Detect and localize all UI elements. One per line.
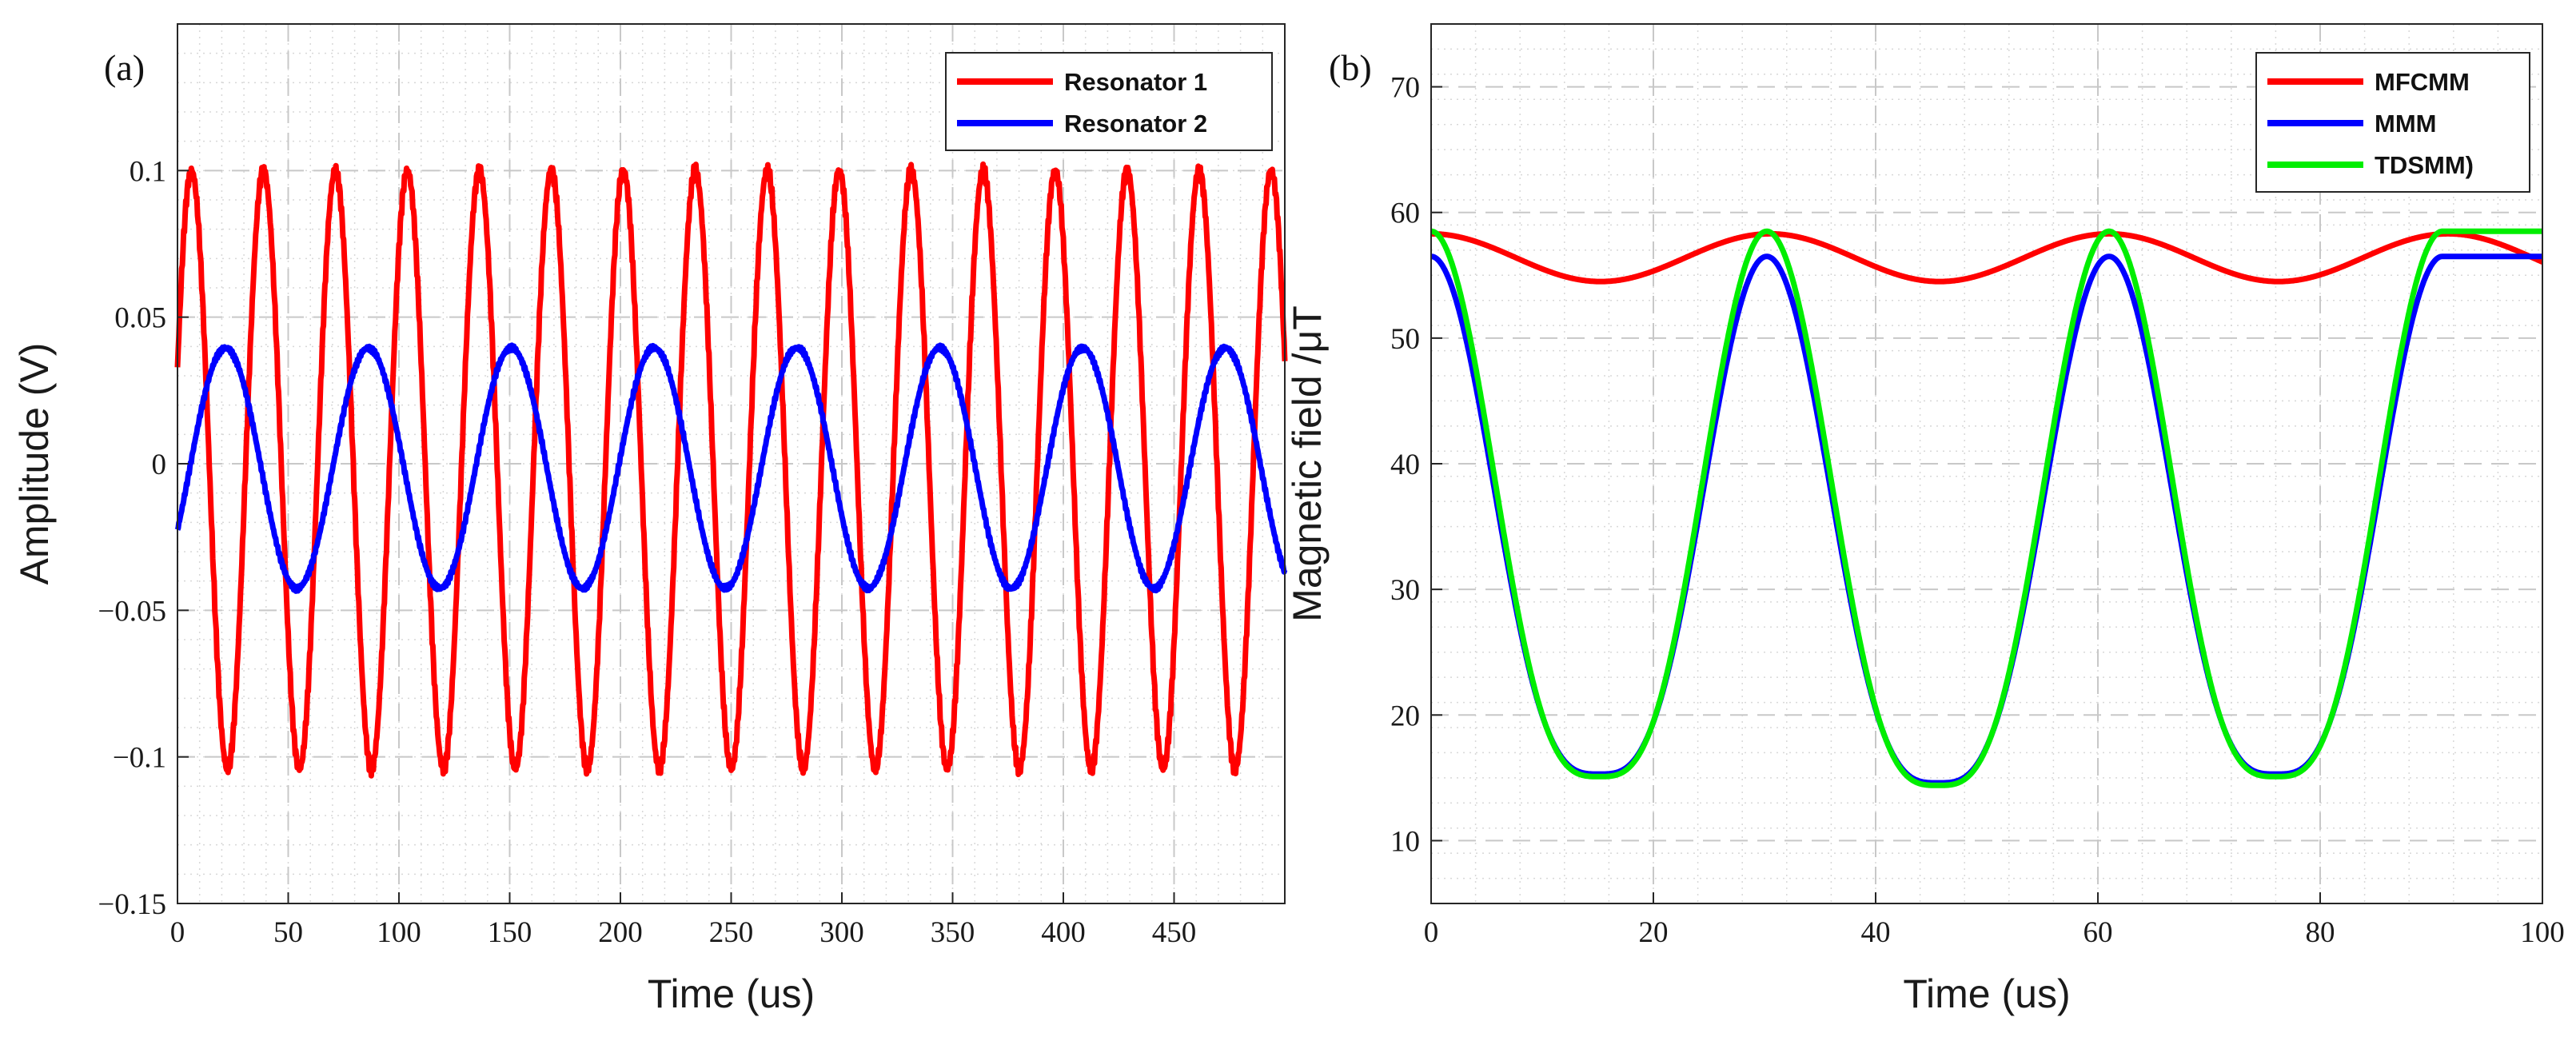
y-tick-label: 0.05 [114, 302, 166, 335]
chart-panel-b: 0 20 40 60 80 100 10 20 30 40 50 60 70 Time (us) Magne… [1285, 23, 2565, 1016]
legend-box [945, 52, 1273, 151]
x-tick-label: 350 [931, 916, 975, 949]
x-tick-label: 250 [709, 916, 754, 949]
x-tick-label: 450 [1152, 916, 1197, 949]
chart-panel-a: 0 50 100 150 200 250 300 350 400 450 −0.15 −0.1 −0.0… [12, 23, 1288, 1016]
x-tick-label: 0 [170, 916, 185, 949]
y-tick-label: −0.1 [113, 742, 166, 775]
panel-label: (a) [104, 47, 145, 88]
legend-entry-label: MFCMM [2375, 68, 2470, 96]
y-axis-label: Magnetic field /μT [1285, 305, 1330, 622]
y-tick-label: 40 [1390, 449, 1420, 481]
x-tick-label: 50 [273, 916, 303, 949]
y-tick-label: 70 [1390, 72, 1420, 105]
y-tick-label: 30 [1390, 574, 1420, 607]
y-tick-label: 50 [1390, 323, 1420, 356]
x-tick-label: 20 [1639, 916, 1669, 949]
y-tick-label: 20 [1390, 700, 1420, 732]
panel-label: (b) [1329, 47, 1372, 88]
x-axis-label: Time (us) [648, 971, 815, 1016]
legend: MFCMM MMM TDSMM) [2255, 52, 2530, 193]
y-tick-label: −0.05 [98, 595, 166, 628]
series-line-tdsmm [1429, 228, 2545, 788]
x-tick-label: 400 [1041, 916, 1086, 949]
series-line-resonator-1 [174, 161, 1288, 779]
y-axis-label: Amplitude (V) [12, 343, 57, 585]
x-tick-label: 0 [1424, 916, 1439, 949]
y-tick-label: 10 [1390, 825, 1420, 858]
y-tick-label: −0.15 [98, 888, 166, 921]
series-line-mfcmm [1429, 230, 2545, 285]
x-tick-label: 80 [2306, 916, 2335, 949]
y-tick-label: 0 [152, 449, 167, 481]
legend-entry-label: Resonator 1 [1064, 68, 1207, 96]
x-axis-label: Time (us) [1903, 971, 2070, 1016]
series-line-resonator-2 [174, 342, 1288, 594]
legend-entry-label: TDSMM) [2375, 151, 2474, 179]
y-tick-label: 0.1 [130, 155, 166, 188]
x-tick-label: 100 [377, 916, 421, 949]
x-tick-label: 300 [819, 916, 864, 949]
legend-entry-label: Resonator 2 [1064, 110, 1207, 138]
legend: Resonator 1 Resonator 2 [945, 52, 1273, 151]
x-tick-label: 40 [1861, 916, 1891, 949]
x-tick-label: 60 [2084, 916, 2113, 949]
legend-entry-label: MMM [2375, 110, 2436, 138]
x-tick-label: 200 [598, 916, 643, 949]
y-tick-label: 60 [1390, 197, 1420, 230]
x-tick-label: 150 [488, 916, 532, 949]
x-tick-label: 100 [2520, 916, 2565, 949]
